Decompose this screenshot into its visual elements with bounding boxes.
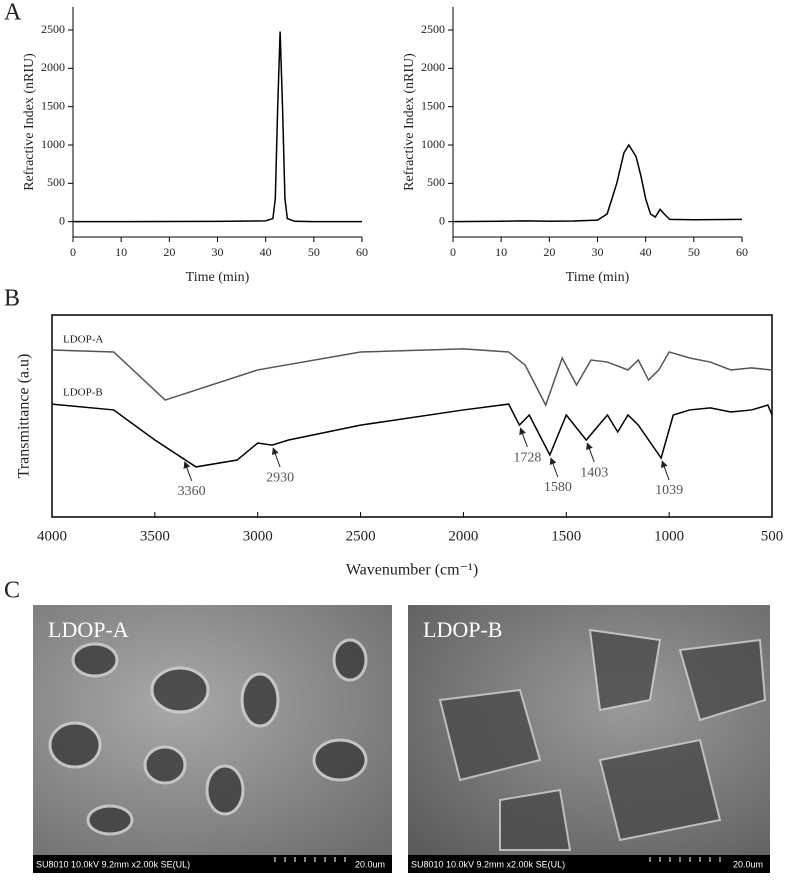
annotation-label: 3360 xyxy=(178,484,206,499)
annotation-arrow xyxy=(519,427,528,448)
x-tick-label: 0 xyxy=(70,245,76,259)
sem-image xyxy=(408,605,770,855)
axis-line xyxy=(72,7,362,238)
y-axis-label: Transmittance (a.u) xyxy=(16,354,33,479)
scale-bar xyxy=(274,857,721,862)
y-tick-label: 500 xyxy=(427,175,445,189)
y-tick-label: 1000 xyxy=(41,137,65,151)
annotation-arrow xyxy=(549,457,559,478)
y-tick-label: 2000 xyxy=(421,60,445,74)
x-tick-label: 3000 xyxy=(243,528,273,544)
x-axis-label: Time (min) xyxy=(566,270,630,285)
x-tick-label: 60 xyxy=(356,245,368,259)
series-label: LDOP-A xyxy=(63,334,103,346)
x-tick-label: 4000 xyxy=(37,528,67,544)
x-tick-label: 500 xyxy=(761,528,784,544)
image-label: LDOP-A xyxy=(48,617,129,642)
annotation-arrow xyxy=(586,442,595,463)
annotation-label: 1728 xyxy=(513,450,541,465)
y-tick-label: 1000 xyxy=(421,137,445,151)
info-bar xyxy=(33,855,392,873)
x-tick-label: 30 xyxy=(212,245,224,259)
image-scale: 20.0um xyxy=(355,859,385,869)
y-tick-label: 500 xyxy=(47,175,65,189)
image-info: SU8010 10.0kV 9.2mm x2.00k SE(UL) xyxy=(36,859,190,869)
y-tick-label: 2000 xyxy=(41,60,65,74)
x-tick-label: 10 xyxy=(115,245,127,259)
y-tick-label: 2500 xyxy=(421,22,445,36)
annotation-label: 1403 xyxy=(580,465,608,480)
y-tick-label: 1500 xyxy=(41,98,65,112)
panel-letter: A xyxy=(4,0,22,26)
annotation-arrow xyxy=(661,460,670,481)
data-line xyxy=(452,143,743,223)
annotation-label: 2930 xyxy=(266,470,294,485)
y-tick-label: 0 xyxy=(439,213,445,227)
annotation-label: 1039 xyxy=(655,483,683,498)
y-tick-label: 1500 xyxy=(421,98,445,112)
x-tick-label: 50 xyxy=(308,245,320,259)
plot-frame xyxy=(51,314,773,518)
panel-letter: C xyxy=(4,578,20,604)
series-label: LDOP-B xyxy=(63,387,103,399)
data-line xyxy=(73,31,362,223)
y-axis-label: Refractive Index (nRIU) xyxy=(22,53,37,191)
image-info: SU8010 10.0kV 9.2mm x2.00k SE(UL) xyxy=(411,859,565,869)
x-axis-label: Time (min) xyxy=(186,270,250,285)
panel-letter: B xyxy=(4,286,20,312)
annotation-label: 1580 xyxy=(544,480,572,495)
x-tick-label: 30 xyxy=(592,245,604,259)
x-axis-label: Wavenumber (cm⁻¹) xyxy=(346,562,478,579)
annotation-arrow xyxy=(183,461,193,482)
x-tick-label: 3500 xyxy=(140,528,170,544)
sem-image xyxy=(33,605,392,855)
data-line xyxy=(51,403,773,468)
x-tick-label: 0 xyxy=(450,245,456,259)
y-axis-label: Refractive Index (nRIU) xyxy=(402,53,417,191)
x-tick-label: 10 xyxy=(495,245,507,259)
x-tick-label: 1000 xyxy=(654,528,684,544)
x-tick-label: 2500 xyxy=(346,528,376,544)
axis-line xyxy=(452,7,742,238)
x-tick-label: 60 xyxy=(736,245,748,259)
x-tick-label: 2000 xyxy=(448,528,478,544)
image-scale: 20.0um xyxy=(733,859,763,869)
x-tick-label: 50 xyxy=(688,245,700,259)
annotation-arrow xyxy=(272,447,281,468)
image-label: LDOP-B xyxy=(423,617,502,642)
y-tick-label: 0 xyxy=(59,213,65,227)
y-tick-label: 2500 xyxy=(41,22,65,36)
x-tick-label: 1500 xyxy=(551,528,581,544)
x-tick-label: 20 xyxy=(163,245,175,259)
x-tick-label: 20 xyxy=(543,245,555,259)
x-tick-label: 40 xyxy=(640,245,652,259)
data-line xyxy=(51,348,773,407)
x-tick-label: 40 xyxy=(260,245,272,259)
